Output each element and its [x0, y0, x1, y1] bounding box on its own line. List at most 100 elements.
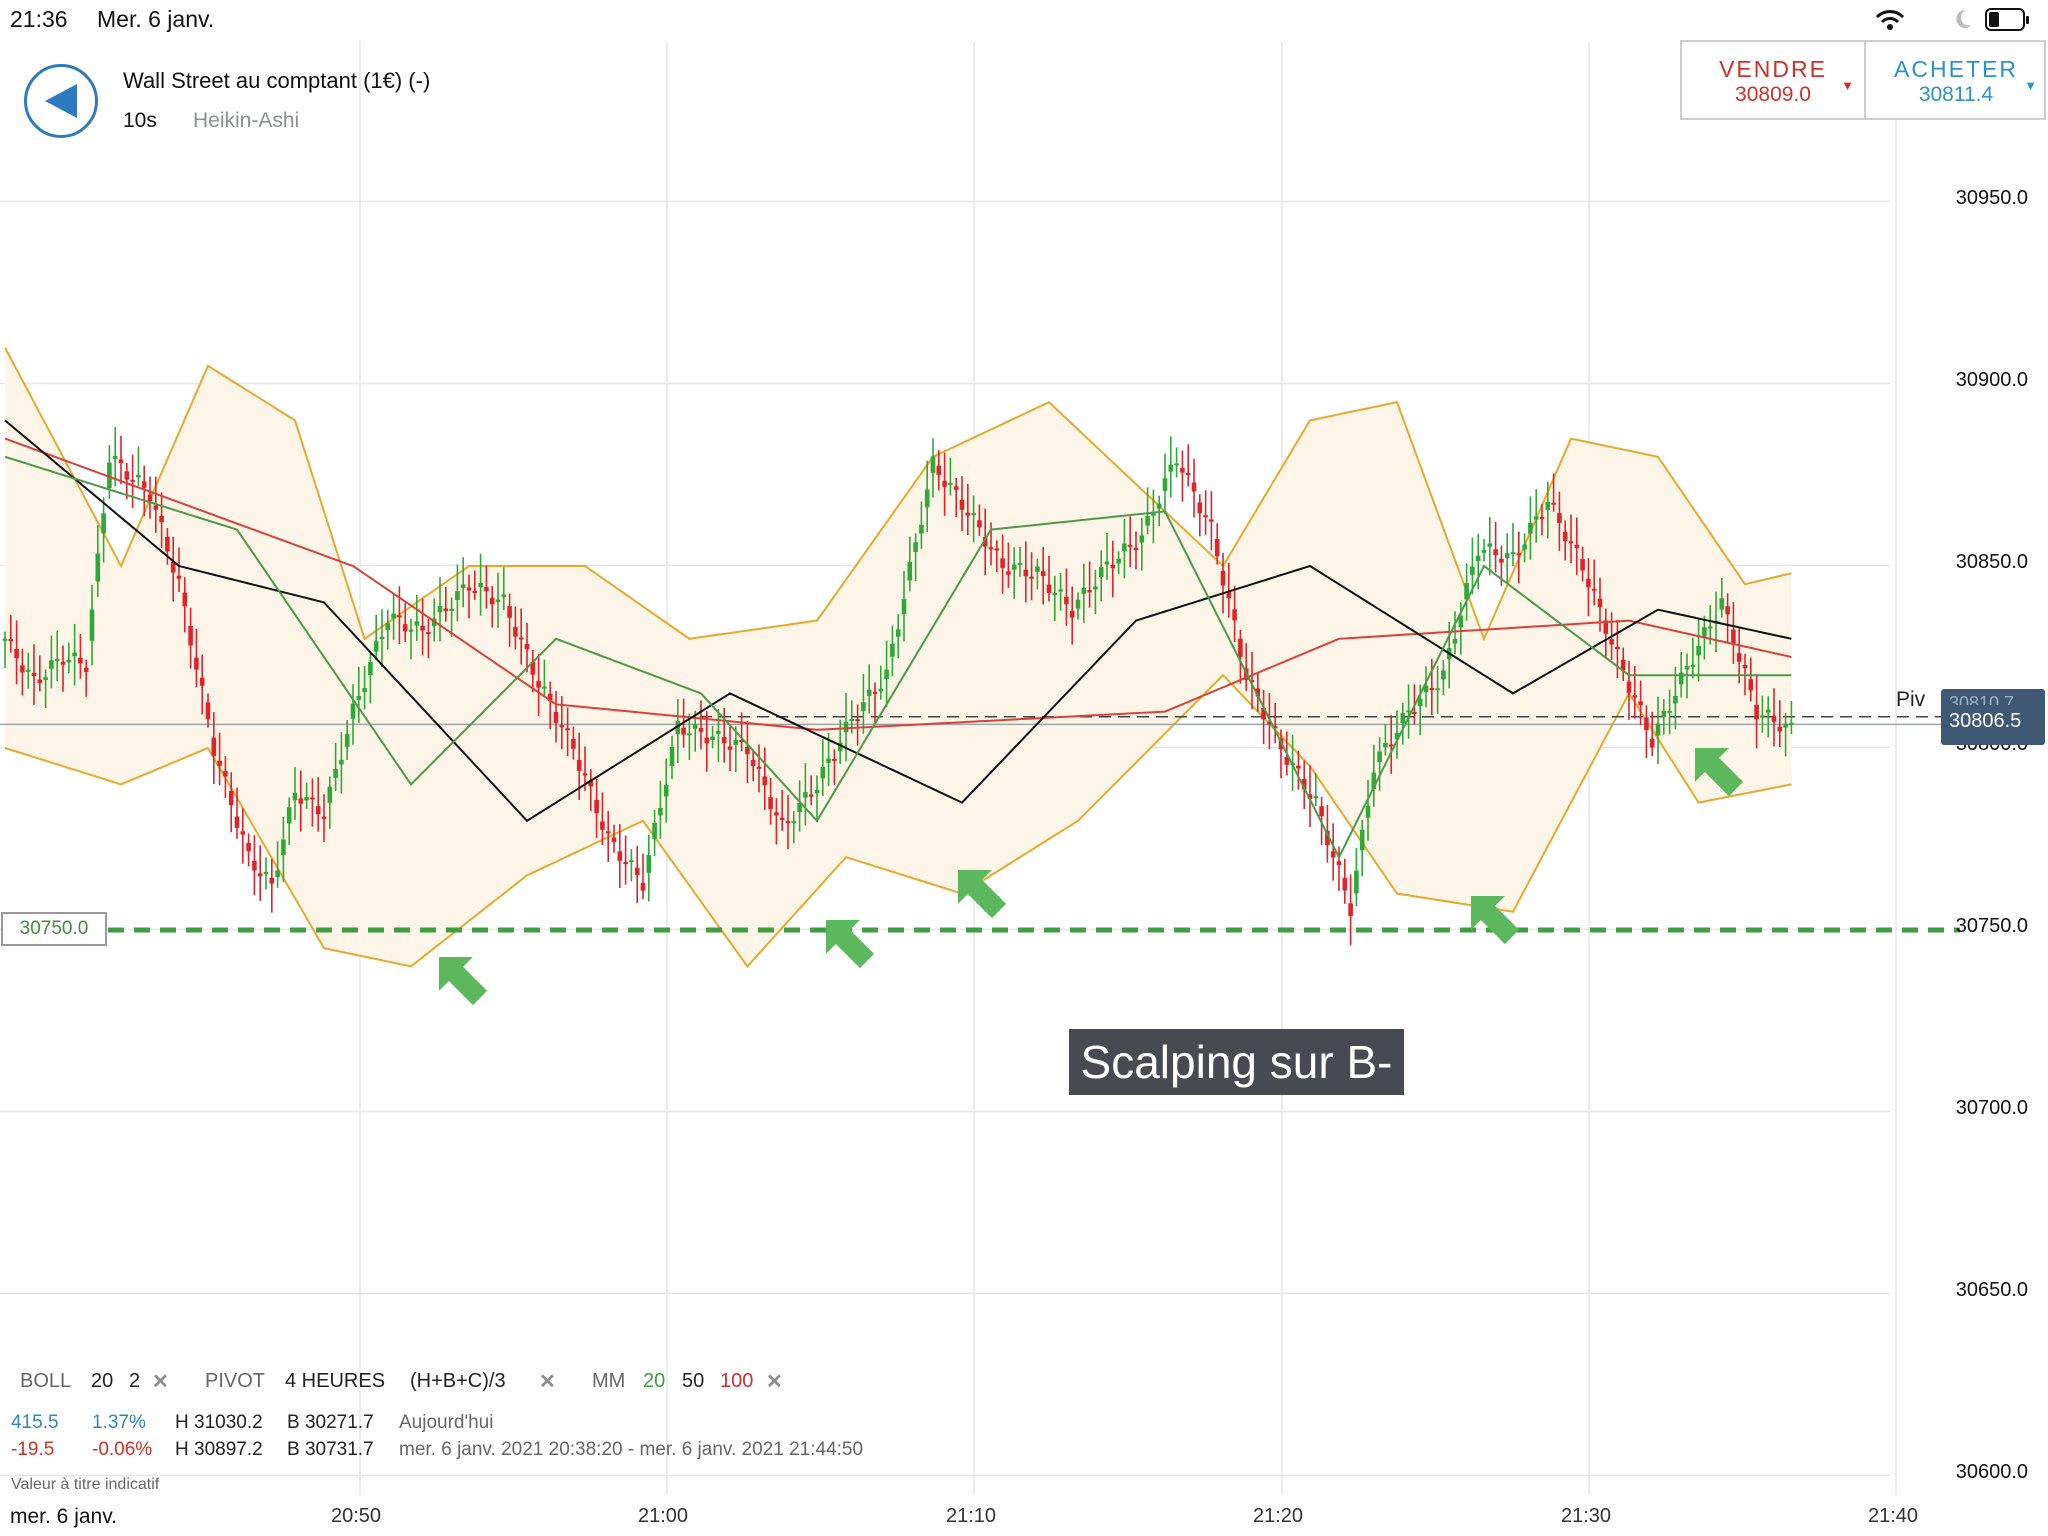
- candle-body: [420, 625, 425, 631]
- candle-body: [1719, 598, 1725, 610]
- candle-body: [739, 740, 744, 743]
- candle-body: [501, 594, 507, 597]
- candle-body: [1209, 519, 1214, 522]
- candle-body: [617, 851, 623, 861]
- buy-caret-icon: ▼: [2024, 78, 2037, 93]
- candle-body: [1145, 515, 1150, 526]
- candle-body: [890, 643, 895, 657]
- candle-body: [373, 641, 379, 652]
- candle-body: [31, 672, 37, 677]
- candle-body: [1644, 717, 1649, 731]
- remove-boll-icon[interactable]: ✕: [152, 1371, 169, 1393]
- candle-body: [1516, 553, 1522, 556]
- boll-name: BOLL: [20, 1370, 72, 1392]
- candle-body: [849, 718, 855, 721]
- battery-icon: [1985, 8, 2029, 31]
- period-selector[interactable]: 10s: [123, 109, 157, 132]
- candle-body: [768, 797, 773, 810]
- support-level-label[interactable]: 30750.0: [1, 912, 107, 946]
- candle-body: [1487, 543, 1493, 547]
- price-axis-label: 30650.0: [1955, 1279, 2028, 1301]
- candle-body: [513, 627, 518, 637]
- candle-body: [1725, 606, 1730, 615]
- buy-button[interactable]: ACHETER 30811.4 ▼: [1865, 42, 2047, 118]
- candle-body: [559, 725, 565, 728]
- candle-body: [1580, 559, 1585, 571]
- back-button[interactable]: [24, 64, 98, 138]
- candle-body: [994, 548, 1000, 551]
- candle-body: [1470, 566, 1475, 575]
- candle-body: [576, 759, 582, 771]
- candle-body: [321, 816, 327, 819]
- sell-button[interactable]: VENDRE 30809.0 ▼: [1682, 42, 1866, 118]
- candle-body: [362, 687, 367, 693]
- candle-body: [1284, 756, 1290, 765]
- candle-body: [1684, 666, 1690, 670]
- candle-body: [344, 733, 350, 747]
- candle-body: [240, 831, 246, 835]
- candle-body: [1127, 544, 1133, 547]
- time-axis-label: 21:00: [638, 1505, 689, 1527]
- candle-body: [959, 499, 965, 510]
- candle-body: [1400, 712, 1406, 723]
- candle-body: [1475, 555, 1481, 562]
- candle-body: [710, 736, 715, 740]
- candle-body: [379, 636, 385, 640]
- candle-body: [982, 536, 988, 547]
- candle-body: [1110, 564, 1116, 569]
- candle-body: [292, 793, 298, 801]
- candle-body: [524, 643, 530, 650]
- remove-pivot-icon[interactable]: ✕: [539, 1371, 556, 1393]
- remove-mm-icon[interactable]: ✕: [766, 1371, 783, 1393]
- candle-body: [252, 860, 257, 871]
- candle-body: [948, 482, 953, 485]
- candle-body: [1267, 721, 1272, 725]
- candle-body: [1011, 564, 1017, 570]
- scalping-annotation[interactable]: Scalping sur B-: [1069, 1029, 1404, 1095]
- candle-body: [605, 831, 611, 834]
- candle-body: [286, 807, 292, 824]
- candle-body: [1232, 609, 1237, 621]
- sell-caret-icon: ▼: [1841, 78, 1854, 93]
- candle-body: [1064, 596, 1069, 605]
- boll-dev: 2: [129, 1370, 141, 1392]
- candle-body: [901, 599, 907, 615]
- candle-body: [1771, 715, 1777, 722]
- candle-body: [385, 623, 391, 631]
- candle-body: [199, 677, 205, 686]
- candle-body: [25, 669, 31, 672]
- candle-body: [234, 816, 240, 828]
- candle-body: [936, 465, 942, 475]
- candle-body: [449, 608, 454, 611]
- candle-body: [1417, 698, 1423, 707]
- candle-body: [1203, 515, 1208, 518]
- candle-body: [246, 842, 251, 852]
- candle-body: [1702, 627, 1707, 637]
- instrument-title: Wall Street au comptant (1€) (-): [123, 68, 431, 93]
- candle-body: [965, 512, 971, 516]
- candle-body: [1046, 584, 1052, 594]
- candle-body: [1325, 830, 1330, 846]
- candle-body: [1238, 638, 1243, 657]
- candle-body: [1522, 544, 1527, 550]
- candle-body: [269, 877, 275, 884]
- candle-body: [1342, 877, 1348, 891]
- candle-body: [414, 621, 420, 626]
- chart-type-selector[interactable]: Heikin-Ashi: [193, 109, 300, 132]
- stat-low: B 30731.7: [287, 1439, 374, 1460]
- candle-body: [1504, 553, 1510, 558]
- candle-body: [66, 660, 72, 663]
- candle-body: [1000, 558, 1005, 568]
- candle-body: [194, 657, 199, 670]
- candle-body: [1789, 722, 1794, 725]
- candle-body: [843, 721, 849, 733]
- candle-body: [1626, 681, 1632, 693]
- stat-pct: 1.37%: [92, 1412, 146, 1433]
- candle-body: [78, 657, 83, 664]
- candle-body: [687, 733, 692, 736]
- candle-body: [165, 536, 170, 552]
- green-arrow-icon: [825, 919, 875, 969]
- bollinger-upper-line: [4, 347, 1792, 642]
- price-axis-label: 30950.0: [1955, 187, 2028, 209]
